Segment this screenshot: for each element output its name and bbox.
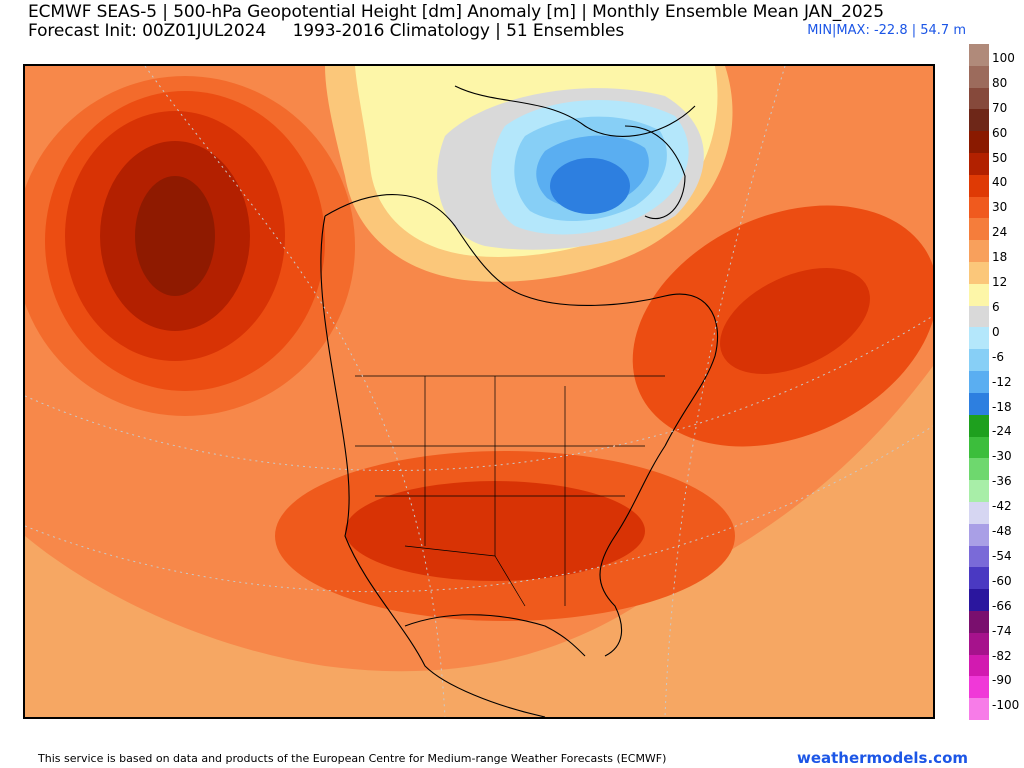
map-svg — [25, 66, 933, 717]
coastlines — [320, 85, 719, 717]
legend-label: -74 — [992, 623, 1012, 638]
legend-swatch — [969, 545, 989, 568]
legend-swatch — [969, 392, 989, 416]
legend-label: -48 — [992, 524, 1012, 539]
legend-swatch — [969, 371, 989, 394]
legend-label: -60 — [992, 573, 1012, 588]
legend-swatch — [969, 523, 989, 547]
graticule-arc-1 — [25, 425, 933, 593]
legend-swatch — [969, 174, 989, 198]
legend-swatch — [969, 153, 989, 176]
contour-40-atlantic — [720, 268, 870, 374]
legend-label: -18 — [992, 399, 1012, 414]
legend-label: 50 — [992, 150, 1008, 165]
legend-swatch — [969, 414, 989, 437]
chart-subtitle: Forecast Init: 00Z01JUL2024 1993-2016 Cl… — [28, 21, 625, 41]
arctic-islands — [454, 85, 696, 137]
legend-swatch — [969, 436, 989, 459]
graticule-meridian-1 — [144, 66, 446, 717]
gulf-coast — [404, 614, 586, 657]
north-coast — [324, 194, 719, 447]
legend-label: 70 — [992, 100, 1008, 115]
legend-label: -54 — [992, 548, 1012, 563]
legend-label: -24 — [992, 424, 1012, 439]
legend-swatch — [969, 305, 989, 328]
legend-swatch — [969, 698, 989, 721]
contour-55-pacific — [135, 176, 215, 296]
graticule — [25, 66, 933, 717]
legend-label: 60 — [992, 125, 1008, 140]
legend-label: 100 — [992, 51, 1015, 65]
contour-neg24 — [550, 158, 630, 214]
legend-label: -66 — [992, 598, 1012, 613]
east-coast — [599, 445, 666, 657]
legend-swatch — [969, 44, 989, 67]
legend-swatch — [969, 196, 989, 219]
legend-label: -6 — [992, 349, 1004, 364]
graticule-arc-2 — [25, 315, 933, 472]
legend-swatch — [969, 589, 989, 612]
legend-label: 18 — [992, 250, 1008, 265]
attribution-text: This service is based on data and produc… — [38, 752, 667, 765]
legend-label: 30 — [992, 200, 1008, 215]
min-max-readout: MIN|MAX: -22.8 | 54.7 m — [807, 23, 966, 38]
legend-label: -12 — [992, 374, 1012, 389]
legend-label: -82 — [992, 648, 1012, 663]
legend-label: 0 — [992, 324, 1000, 339]
legend-swatch — [969, 109, 989, 132]
legend-swatch — [969, 327, 989, 350]
legend-swatch — [969, 458, 989, 481]
legend-swatch — [969, 218, 989, 241]
legend-label: 12 — [992, 275, 1008, 290]
legend-label: -36 — [992, 474, 1012, 489]
legend-swatch — [969, 87, 989, 110]
legend-swatch — [969, 262, 989, 285]
legend-label: -30 — [992, 449, 1012, 464]
legend-label: 24 — [992, 225, 1008, 240]
anomaly-map — [23, 64, 935, 719]
color-legend: 100 80 70 60 50 40 30 24 18 12 6 0 -6 -12 -18 -24 -30 -36… — [969, 44, 1024, 724]
legend-swatch — [969, 654, 989, 677]
legend-swatch — [969, 283, 989, 307]
greenland-coast — [624, 125, 686, 219]
legend-label: -42 — [992, 499, 1012, 514]
legend-swatch — [969, 501, 989, 525]
legend-label: -90 — [992, 673, 1012, 688]
legend-swatch — [969, 349, 989, 372]
legend-label: 6 — [992, 299, 1000, 314]
brand-link[interactable]: weathermodels.com — [796, 749, 968, 767]
legend-swatch — [969, 567, 989, 590]
legend-swatch — [969, 632, 989, 656]
legend-swatch — [969, 131, 989, 154]
legend-label: -100 — [992, 698, 1020, 713]
title-block: ECMWF SEAS-5 | 500-hPa Geopotential Heig… — [28, 3, 884, 41]
legend-swatch — [969, 610, 989, 634]
political-borders — [355, 375, 665, 607]
legend-swatch — [969, 65, 989, 89]
legend-label: 40 — [992, 175, 1008, 190]
legend-swatch — [969, 676, 989, 699]
west-coast — [320, 215, 546, 717]
legend-label: 80 — [992, 75, 1008, 90]
legend-swatch — [969, 480, 989, 503]
chart-title: ECMWF SEAS-5 | 500-hPa Geopotential Heig… — [28, 2, 884, 22]
legend-swatch — [969, 240, 989, 263]
